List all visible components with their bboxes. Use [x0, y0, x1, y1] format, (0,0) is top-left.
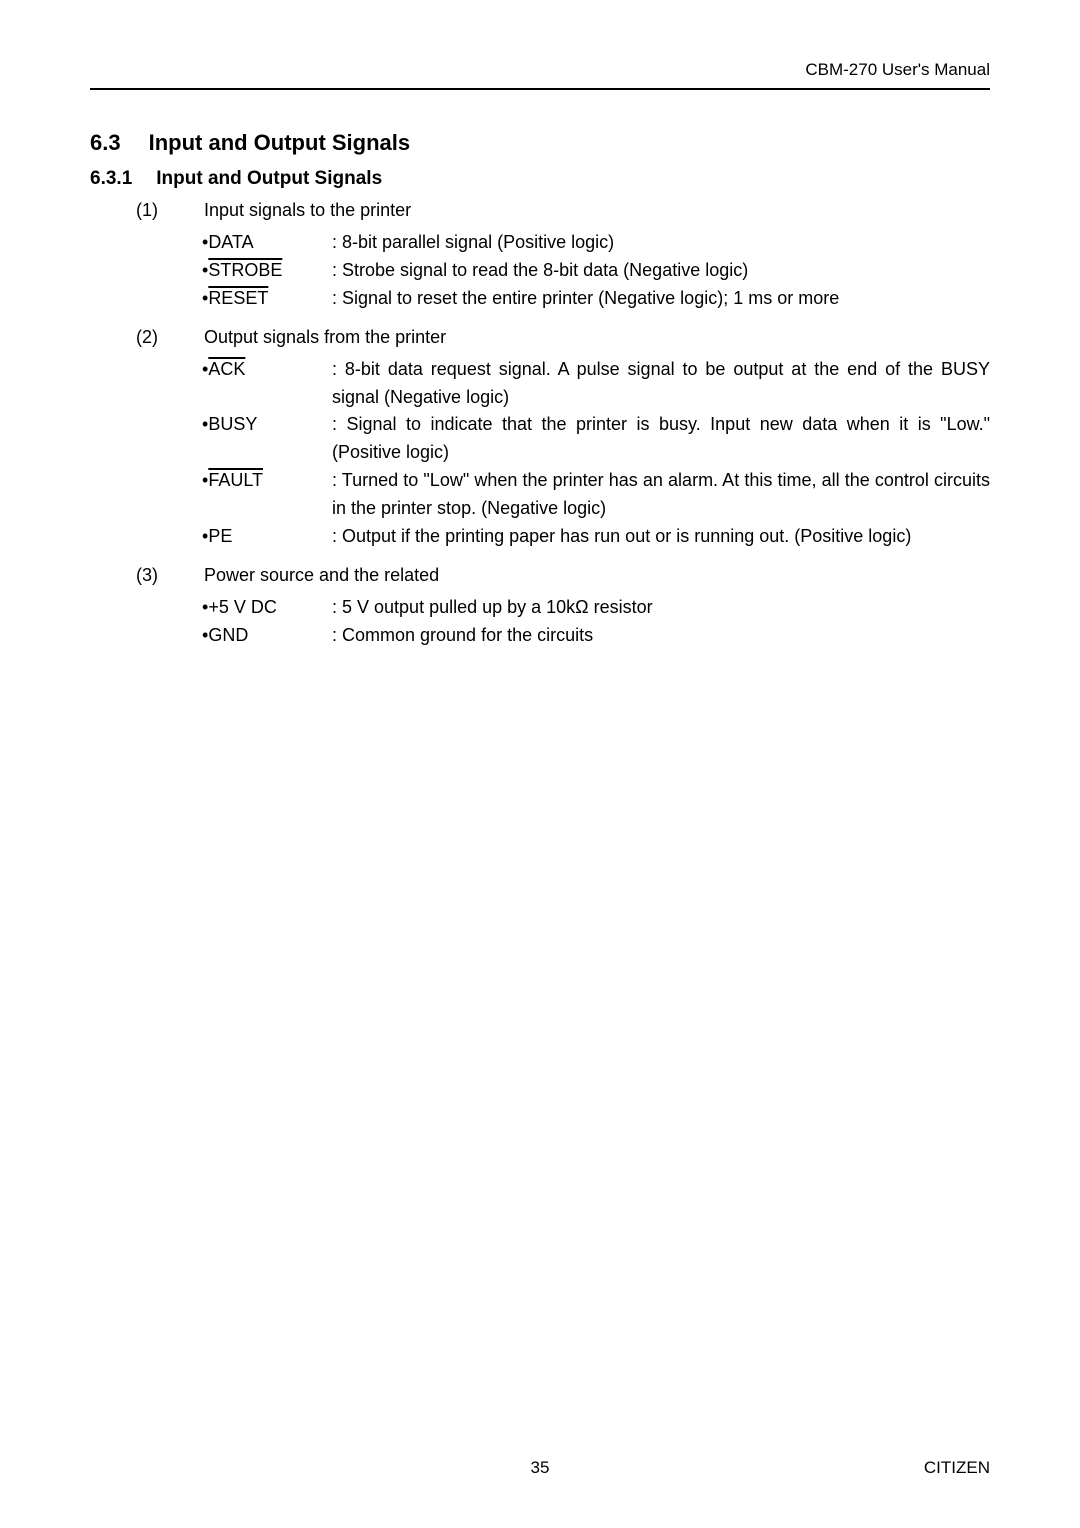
section-number: 6.3	[90, 130, 121, 155]
group-title: (2)Output signals from the printer	[204, 327, 990, 348]
signal-description: : 8-bit parallel signal (Positive logic)	[332, 229, 990, 257]
signal-name: •RESET	[202, 285, 332, 313]
signal-description: : Output if the printing paper has run o…	[332, 523, 990, 551]
signal-name-text: +5 V DC	[208, 597, 277, 617]
subsection-title: Input and Output Signals	[156, 168, 382, 189]
group-title-text: Output signals from the printer	[204, 327, 446, 347]
signal-description: : Common ground for the circuits	[332, 622, 990, 650]
signal-row: •PE: Output if the printing paper has ru…	[202, 523, 990, 551]
group-title: (1)Input signals to the printer	[204, 200, 990, 221]
signal-group: (3)Power source and the related •+5 V DC:…	[170, 565, 990, 650]
signal-name-text: ACK	[208, 359, 245, 379]
signal-row: •RESET: Signal to reset the entire print…	[202, 285, 990, 313]
page-footer: 35 CITIZEN	[90, 1458, 990, 1478]
signal-name: •+5 V DC	[202, 594, 332, 622]
signal-group: (2)Output signals from the printer•ACK: …	[170, 327, 990, 551]
signal-row: •GND: Common ground for the circuits	[202, 622, 990, 650]
signal-name: •BUSY	[202, 411, 332, 467]
signal-name: •FAULT	[202, 467, 332, 523]
signal-description: : Signal to indicate that the printer is…	[332, 411, 990, 467]
signal-description: : Signal to reset the entire printer (Ne…	[332, 285, 990, 313]
section-heading: 6.3 Input and Output Signals	[90, 130, 990, 156]
signal-name: •STROBE	[202, 257, 332, 285]
header-rule	[90, 88, 990, 90]
signal-row: •ACK: 8-bit data request signal. A pulse…	[202, 356, 990, 412]
signal-row: •FAULT: Turned to "Low" when the printer…	[202, 467, 990, 523]
signal-row: •DATA: 8-bit parallel signal (Positive l…	[202, 229, 990, 257]
signal-name: •GND	[202, 622, 332, 650]
signal-group: (1)Input signals to the printer •DATA: 8-…	[170, 200, 990, 313]
signal-description: : 5 V output pulled up by a 10kΩ resisto…	[332, 594, 990, 622]
signal-name-text: PE	[208, 526, 232, 546]
subsection-heading: 6.3.1 Input and Output Signals	[90, 168, 990, 190]
signal-row: •+5 V DC: 5 V output pulled up by a 10kΩ…	[202, 594, 990, 622]
signal-name-text: STROBE	[208, 260, 282, 280]
signal-name: •DATA	[202, 229, 332, 257]
group-index: (3)	[170, 565, 204, 586]
signal-name-text: BUSY	[208, 414, 257, 434]
signal-name: •ACK	[202, 356, 332, 412]
group-index: (1)	[170, 200, 204, 221]
group-title: (3)Power source and the related	[204, 565, 990, 586]
group-index: (2)	[170, 327, 204, 348]
group-title-text: Input signals to the printer	[204, 200, 411, 220]
signal-name-text: FAULT	[208, 470, 263, 490]
section-title: Input and Output Signals	[149, 130, 411, 155]
brand-name: CITIZEN	[924, 1458, 990, 1478]
signal-description: : Strobe signal to read the 8-bit data (…	[332, 257, 990, 285]
signal-name-text: RESET	[208, 288, 268, 308]
signal-name-text: GND	[208, 625, 248, 645]
signal-description: : 8-bit data request signal. A pulse sig…	[332, 356, 990, 412]
signal-description: : Turned to "Low" when the printer has a…	[332, 467, 990, 523]
signal-row: •BUSY: Signal to indicate that the print…	[202, 411, 990, 467]
header-manual-title: CBM-270 User's Manual	[90, 60, 990, 80]
signal-row: •STROBE: Strobe signal to read the 8-bit…	[202, 257, 990, 285]
subsection-number: 6.3.1	[90, 168, 132, 189]
page-number: 35	[531, 1458, 550, 1478]
group-title-text: Power source and the related	[204, 565, 439, 585]
signal-name: •PE	[202, 523, 332, 551]
signal-name-text: DATA	[208, 232, 253, 252]
